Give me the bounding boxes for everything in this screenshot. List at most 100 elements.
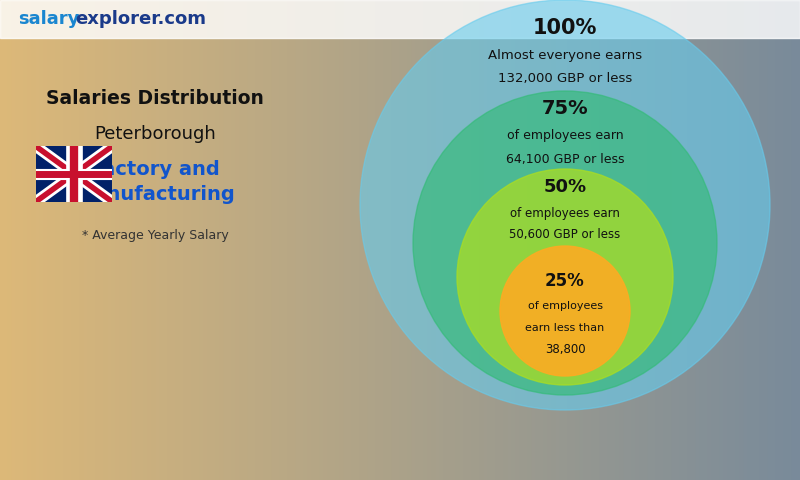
Text: Peterborough: Peterborough [94, 125, 216, 143]
Bar [32, 0, 36, 480]
Bar [548, 0, 552, 480]
Bar [448, 0, 452, 480]
Bar [648, 0, 652, 480]
Bar [796, 0, 800, 480]
Bar [552, 0, 556, 480]
Bar [660, 0, 664, 480]
Bar [28, 0, 32, 480]
Bar [596, 0, 600, 480]
Bar [284, 0, 288, 480]
Bar [236, 0, 240, 480]
Bar [460, 0, 464, 480]
Bar [180, 0, 184, 480]
Bar [536, 0, 540, 480]
Bar [12, 0, 16, 480]
Bar [512, 0, 516, 480]
Text: Almost everyone earns: Almost everyone earns [488, 48, 642, 61]
Text: salary: salary [18, 10, 79, 28]
Bar [540, 0, 544, 480]
Bar [428, 0, 432, 480]
Bar [316, 0, 320, 480]
Bar [84, 0, 88, 480]
Bar [260, 0, 264, 480]
Bar [112, 0, 116, 480]
Text: 75%: 75% [542, 99, 588, 119]
Bar [20, 0, 24, 480]
Bar [500, 0, 504, 480]
Bar [340, 0, 344, 480]
Bar [124, 0, 128, 480]
Bar [380, 0, 384, 480]
Bar [96, 0, 100, 480]
Bar [784, 0, 788, 480]
Bar [480, 0, 484, 480]
Bar [608, 0, 612, 480]
Bar [588, 0, 592, 480]
Text: 50,600 GBP or less: 50,600 GBP or less [510, 228, 621, 241]
Bar [600, 0, 604, 480]
Bar [368, 0, 372, 480]
Bar [416, 0, 420, 480]
Bar [440, 0, 444, 480]
Bar [196, 0, 200, 480]
Bar [732, 0, 736, 480]
Bar [748, 0, 752, 480]
Bar [604, 0, 608, 480]
Bar [496, 0, 500, 480]
Bar [136, 0, 140, 480]
Bar [320, 0, 324, 480]
Bar [556, 0, 560, 480]
Bar [212, 0, 216, 480]
Bar [352, 0, 356, 480]
Bar [424, 0, 428, 480]
Bar [676, 0, 680, 480]
Bar [568, 0, 572, 480]
Bar [100, 0, 104, 480]
Bar [628, 0, 632, 480]
Bar [304, 0, 308, 480]
Bar [772, 0, 776, 480]
Bar [632, 0, 636, 480]
Bar [620, 0, 624, 480]
Bar [152, 0, 156, 480]
Bar [132, 0, 136, 480]
Bar [408, 0, 412, 480]
Bar [120, 0, 124, 480]
Bar [572, 0, 576, 480]
Bar [696, 0, 700, 480]
Bar [472, 0, 476, 480]
Bar [788, 0, 792, 480]
Bar [240, 0, 244, 480]
Bar [88, 0, 92, 480]
Bar [172, 0, 176, 480]
Bar [492, 0, 496, 480]
Bar [272, 0, 276, 480]
Bar [268, 0, 272, 480]
Bar [616, 0, 620, 480]
Circle shape [413, 91, 717, 395]
Bar [76, 0, 80, 480]
Bar [48, 0, 52, 480]
Bar [216, 0, 220, 480]
Bar [392, 0, 396, 480]
Bar [516, 0, 520, 480]
Bar [704, 0, 708, 480]
Text: explorer.com: explorer.com [75, 10, 206, 28]
Text: of employees earn: of employees earn [506, 130, 623, 143]
Bar [292, 0, 296, 480]
Bar [688, 0, 692, 480]
Bar [580, 0, 584, 480]
Bar [468, 0, 472, 480]
Bar [308, 0, 312, 480]
Bar [708, 0, 712, 480]
Bar [116, 0, 120, 480]
Bar [296, 0, 300, 480]
Text: 132,000 GBP or less: 132,000 GBP or less [498, 72, 632, 84]
Bar [16, 0, 20, 480]
Bar [312, 0, 316, 480]
Bar [204, 0, 208, 480]
Bar [300, 0, 304, 480]
Bar [792, 0, 796, 480]
Bar [644, 0, 648, 480]
Bar [564, 0, 568, 480]
